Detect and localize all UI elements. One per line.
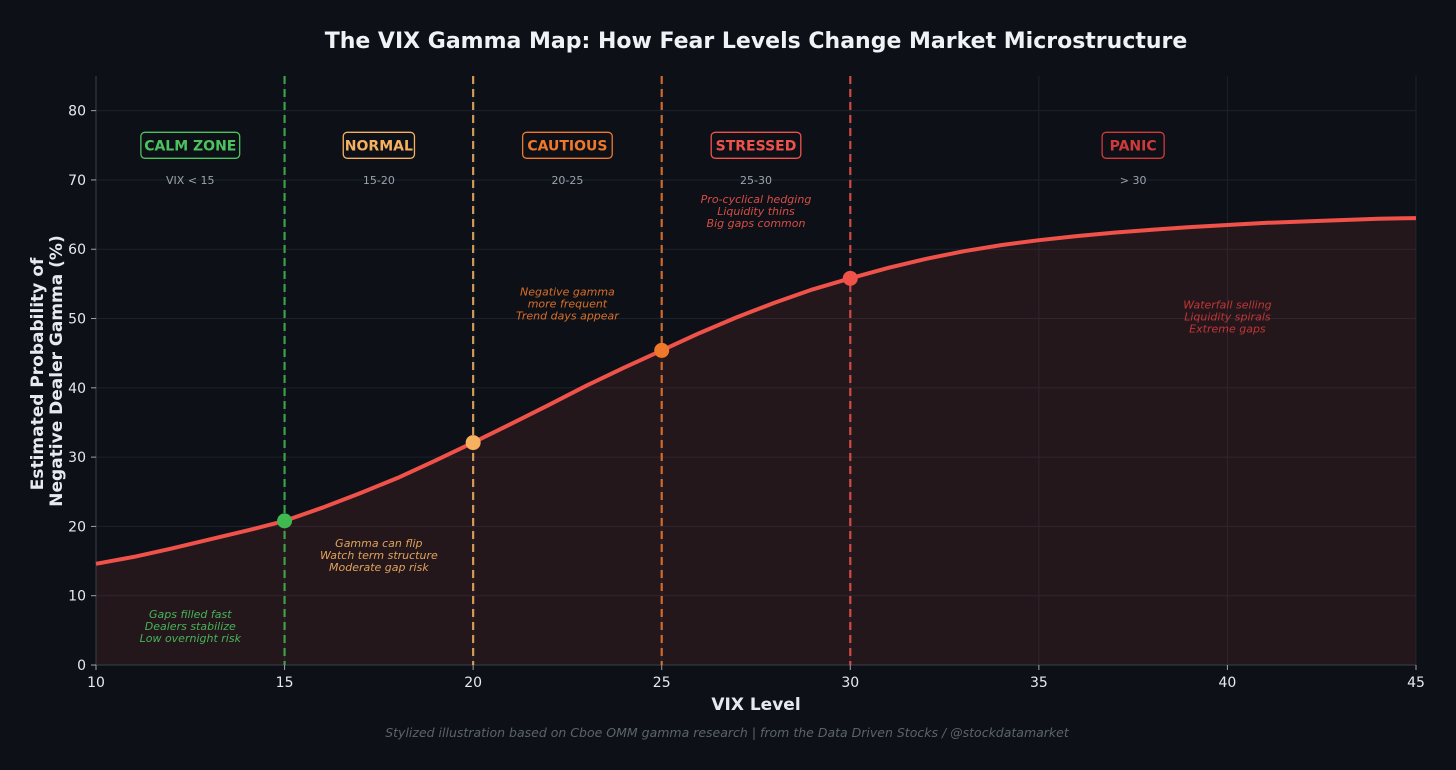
- zone-label: CALM ZONE: [144, 138, 236, 154]
- x-tick-label: 40: [1219, 675, 1237, 691]
- x-tick-label: 25: [653, 675, 671, 691]
- y-tick-label: 30: [68, 450, 86, 466]
- x-tick-label: 35: [1030, 675, 1048, 691]
- zone-note-line: Watch term structure: [320, 549, 438, 562]
- zone-range-label: VIX < 15: [166, 174, 215, 187]
- zone-note-line: Gamma can flip: [335, 537, 422, 550]
- zone-label: NORMAL: [345, 138, 413, 154]
- zone-label: PANIC: [1110, 138, 1157, 154]
- zone-range-label: 25-30: [740, 174, 772, 187]
- y-tick-label: 60: [68, 242, 86, 258]
- threshold-marker: [465, 435, 481, 451]
- x-axis-title: VIX Level: [711, 695, 800, 715]
- x-tick-label: 30: [841, 675, 859, 691]
- zone-note-line: Extreme gaps: [1189, 322, 1266, 335]
- x-tick-label: 10: [87, 675, 105, 691]
- zone-note-line: Waterfall selling: [1183, 298, 1271, 311]
- zone-range-label: 20-25: [551, 174, 583, 187]
- curve-area-fill: [96, 218, 1416, 665]
- zone-note-line: Big gaps common: [707, 217, 806, 230]
- zone-note-line: Trend days appear: [516, 309, 620, 322]
- x-tick-label: 20: [464, 675, 482, 691]
- y-axis-title-line-2: Negative Dealer Gamma (%): [47, 235, 67, 506]
- zone-label-box: [710, 131, 802, 159]
- footer-credit: Stylized illustration based on Cboe OMM …: [385, 725, 1070, 740]
- y-tick-label: 20: [68, 519, 86, 535]
- y-tick-label: 40: [68, 381, 86, 397]
- threshold-marker: [842, 270, 858, 286]
- y-tick-label: 10: [68, 589, 86, 605]
- zone-label-box: [1101, 131, 1165, 159]
- y-tick-label: 80: [68, 104, 86, 120]
- y-axis-title-line-1: Estimated Probability of: [28, 257, 48, 490]
- y-tick-label: 0: [77, 658, 86, 674]
- x-tick-label: 45: [1407, 675, 1425, 691]
- zone-note-line: Negative gamma: [520, 285, 615, 298]
- y-tick-label: 70: [68, 173, 86, 189]
- zone-note-line: Liquidity thins: [717, 205, 795, 218]
- chart-title: The VIX Gamma Map: How Fear Levels Chang…: [325, 29, 1188, 54]
- zone-note-line: Gaps filled fast: [149, 608, 232, 621]
- zone-label: CAUTIOUS: [527, 138, 607, 154]
- zone-note-line: Dealers stabilize: [145, 620, 236, 633]
- threshold-marker: [654, 342, 670, 358]
- zone-range-label: 15-20: [363, 174, 395, 187]
- zone-label-box: [140, 131, 241, 159]
- zone-range-label: > 30: [1120, 174, 1147, 187]
- y-tick-label: 50: [68, 312, 86, 328]
- gamma-curve-line: [95, 216, 1417, 566]
- zone-label: STRESSED: [716, 138, 797, 154]
- zone-note-line: Moderate gap risk: [329, 561, 429, 574]
- zone-note-line: Low overnight risk: [140, 632, 242, 645]
- x-tick-label: 15: [276, 675, 294, 691]
- threshold-marker: [277, 513, 293, 529]
- y-axis-title: Estimated Probability of Negative Dealer…: [28, 235, 67, 506]
- zone-label-box: [342, 131, 416, 159]
- zone-note-line: more frequent: [528, 297, 608, 310]
- zone-note-line: Pro-cyclical hedging: [701, 193, 812, 206]
- zone-note-line: Liquidity spirals: [1184, 310, 1271, 323]
- zone-label-box: [521, 131, 613, 159]
